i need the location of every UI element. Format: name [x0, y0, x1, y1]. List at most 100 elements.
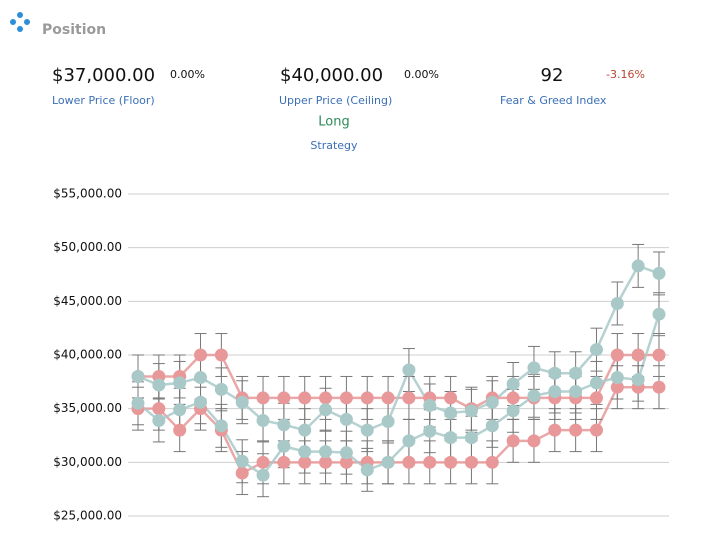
panel-title: Position [42, 22, 106, 38]
stat-value: 92 [541, 65, 564, 86]
point [569, 423, 583, 437]
point [256, 413, 270, 427]
point [402, 434, 416, 448]
point [298, 423, 312, 437]
strategy-label: Strategy [310, 139, 358, 152]
point [610, 371, 624, 385]
point [402, 363, 416, 377]
y-tick-label: $50,000.00 [53, 240, 122, 254]
point [569, 366, 583, 380]
point [235, 466, 249, 480]
point [152, 402, 166, 416]
point [464, 404, 478, 418]
point [298, 391, 312, 405]
strategy-value: Long [318, 115, 349, 130]
point [631, 348, 645, 362]
point [360, 463, 374, 477]
series-line [137, 264, 660, 432]
point [589, 423, 603, 437]
point [631, 259, 645, 273]
point [569, 384, 583, 398]
point [194, 348, 208, 362]
point [194, 395, 208, 409]
point [235, 454, 249, 468]
point [402, 455, 416, 469]
y-tick-label: $25,000.00 [53, 509, 122, 523]
point [152, 378, 166, 392]
point [506, 434, 520, 448]
point [319, 455, 333, 469]
point [444, 406, 458, 420]
point [444, 431, 458, 445]
point [652, 380, 666, 394]
point [339, 391, 353, 405]
point [506, 377, 520, 391]
point [277, 418, 291, 432]
y-tick-label: $40,000.00 [53, 348, 122, 362]
point [548, 384, 562, 398]
point [256, 455, 270, 469]
point [506, 391, 520, 405]
point [485, 395, 499, 409]
point [131, 396, 145, 410]
point [402, 391, 416, 405]
y-tick-label: $45,000.00 [53, 294, 122, 308]
point [444, 455, 458, 469]
stat-change: -3.16% [606, 68, 645, 81]
point [277, 439, 291, 453]
point [610, 296, 624, 310]
point [652, 266, 666, 280]
point [423, 455, 437, 469]
point [527, 389, 541, 403]
point [381, 391, 395, 405]
point [631, 373, 645, 387]
point [319, 403, 333, 417]
point [423, 424, 437, 438]
point [173, 423, 187, 437]
point [319, 445, 333, 459]
point [298, 445, 312, 459]
stat-value: $40,000.00 [280, 65, 383, 86]
point [589, 343, 603, 357]
point [173, 376, 187, 390]
point [423, 398, 437, 412]
y-tick-label: $55,000.00 [53, 187, 122, 201]
point [339, 412, 353, 426]
stat-label: Lower Price (Floor) [52, 94, 155, 107]
y-tick-label: $35,000.00 [53, 401, 122, 415]
point [214, 382, 228, 396]
point [381, 455, 395, 469]
point [256, 468, 270, 482]
point [173, 403, 187, 417]
point [652, 307, 666, 321]
point [152, 413, 166, 427]
point [610, 348, 624, 362]
point [589, 391, 603, 405]
point [277, 391, 291, 405]
point [610, 380, 624, 394]
point [339, 455, 353, 469]
stat-change: 0.00% [170, 68, 205, 81]
point [464, 431, 478, 445]
stat-value: $37,000.00 [52, 65, 155, 86]
point [464, 455, 478, 469]
point [444, 391, 458, 405]
point [589, 376, 603, 390]
point [360, 391, 374, 405]
point [214, 419, 228, 433]
point [652, 348, 666, 362]
point [485, 455, 499, 469]
point [131, 369, 145, 383]
point [548, 423, 562, 437]
point [319, 391, 333, 405]
point [298, 455, 312, 469]
point [360, 423, 374, 437]
point [506, 404, 520, 418]
point [485, 419, 499, 433]
stat-change: 0.00% [404, 68, 439, 81]
position-icon [10, 12, 30, 32]
point [194, 371, 208, 385]
point [235, 395, 249, 409]
point [277, 455, 291, 469]
